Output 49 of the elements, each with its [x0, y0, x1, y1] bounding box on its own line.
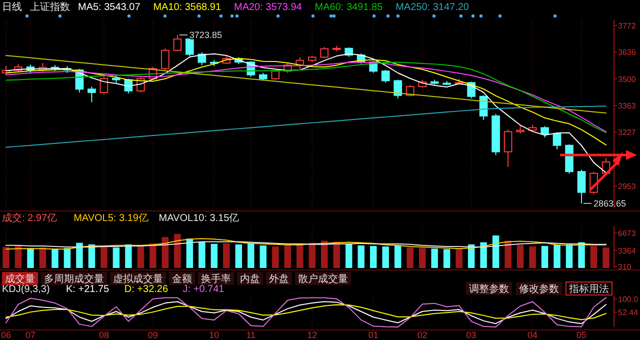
- text: MA10: 3568.91: [153, 2, 222, 13]
- chart-subtitle: 上证指数: [30, 1, 70, 13]
- y-tick-label: 2953: [618, 182, 636, 191]
- text: 多周期成交量: [44, 273, 104, 285]
- y-tick-label: 3636: [618, 48, 636, 58]
- x-tick-label: 01: [368, 330, 378, 340]
- x-tick-label: 06: [0, 330, 12, 340]
- text: 金额: [172, 273, 192, 285]
- text: 换手率: [201, 273, 231, 285]
- series-label: D: +32.26: [124, 284, 168, 295]
- chart-title: 成交: 2.97亿: [2, 212, 58, 224]
- y-tick-label: 310: [618, 262, 632, 272]
- y-tick-label: 52.44: [618, 308, 639, 318]
- text: 调整参数: [469, 283, 509, 295]
- x-tick-label: 02: [417, 330, 428, 340]
- y-tick-label: 6673: [618, 228, 636, 238]
- text: MAVOL5: 3.19亿: [74, 213, 148, 224]
- x-tick-label: 08: [98, 330, 109, 340]
- x-tick-label: 04: [528, 330, 538, 340]
- text: 散户成交量: [298, 273, 348, 285]
- x-tick-label: 07: [25, 330, 36, 340]
- text: MA60: 3491.85: [314, 2, 384, 13]
- x-tick-label: 05: [576, 330, 587, 340]
- y-tick-label: 100.0: [618, 294, 639, 304]
- chart-title: KDJ(9,3,3): [2, 284, 50, 295]
- text: 成交量: [5, 273, 35, 285]
- series-label: J: +0.741: [182, 284, 225, 295]
- text: MA250: 3147.20: [396, 2, 470, 13]
- x-tick-label: 09: [148, 330, 158, 340]
- text: 外盘: [269, 273, 289, 285]
- text: MA5: 3543.07: [78, 2, 141, 13]
- text: 虚拟成交量: [113, 273, 163, 285]
- y-tick-label: 3772: [618, 21, 636, 30]
- y-tick-label: 3364: [618, 246, 636, 256]
- text: 内盘: [240, 273, 260, 285]
- y-tick-label: 3500: [618, 74, 636, 84]
- chart-title: 日线: [2, 1, 22, 13]
- text: 指标用法: [568, 283, 609, 295]
- x-tick-label: 10: [209, 330, 220, 340]
- annotation: 3723.85: [189, 30, 222, 40]
- x-tick-label: 12: [307, 330, 318, 340]
- series-label: MAVOL10: 3.15亿: [158, 213, 240, 224]
- text: 修改参数: [519, 283, 559, 295]
- x-tick-label: 11: [246, 330, 256, 340]
- y-tick-label: 3227: [618, 128, 636, 138]
- series-label: K: +21.75: [66, 284, 110, 295]
- text: MA20: 3573.94: [234, 2, 302, 13]
- x-tick-label: 03: [466, 330, 476, 340]
- y-tick-label: 3363: [618, 102, 636, 111]
